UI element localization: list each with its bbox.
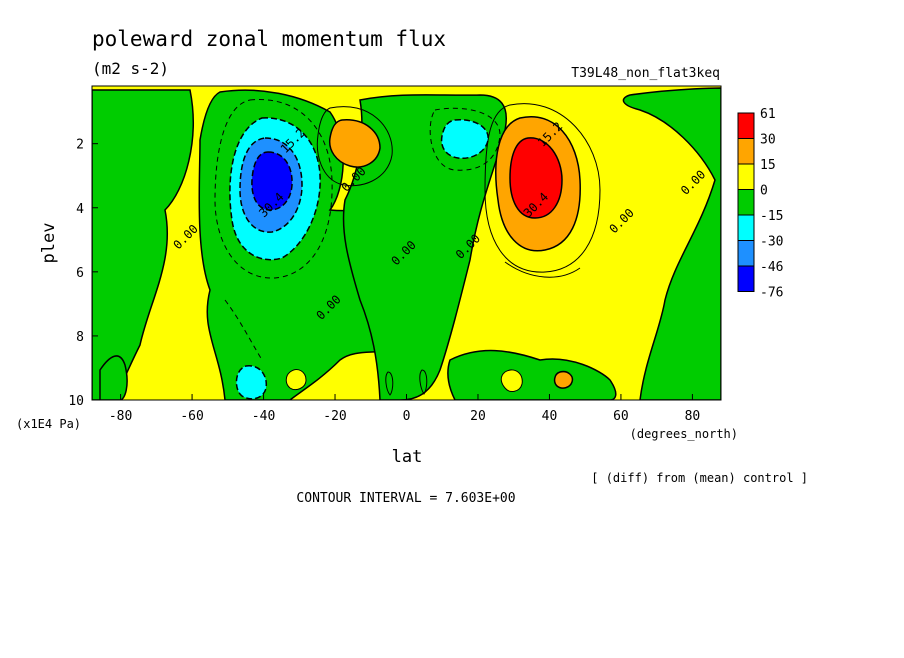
x-tick-label: -60 (180, 409, 203, 424)
colorbar-label: -15 (760, 209, 783, 224)
experiment-label: T39L48_non_flat3keq (571, 66, 720, 81)
deep-blue-region-south (251, 151, 293, 211)
cyan-region-north (440, 119, 489, 160)
y-tick-label: 6 (76, 266, 84, 281)
dashed-contour-north (429, 107, 501, 171)
yellow-island-bottom-2 (500, 369, 523, 392)
red-region-north (509, 137, 563, 219)
y-tick-label: 2 (76, 138, 84, 153)
thin-contour-bottom (385, 371, 394, 396)
colorbar-swatch (737, 265, 755, 292)
dashed-contour-south (214, 99, 333, 279)
north-positive-core (484, 103, 601, 273)
negative-light-regions (92, 87, 721, 400)
y-axis: 2 4 6 8 10 (68, 138, 98, 409)
colorbar-swatch (737, 138, 755, 165)
chart-title: poleward zonal momentum flux (92, 27, 446, 51)
colorbar-label: -46 (760, 260, 783, 275)
chart-units: (m2 s-2) (92, 59, 169, 78)
y-axis-title: plev (39, 223, 59, 264)
colorbar-swatch (737, 163, 755, 190)
thin-contour-north-lower (504, 261, 581, 278)
comparison-note: [ (diff) from (mean) control ] (591, 471, 808, 485)
colorbar-label: 30 (760, 133, 776, 148)
bottom-features (235, 365, 574, 400)
north-outer-contour (484, 103, 601, 273)
x-tick-label: 60 (613, 409, 629, 424)
south-negative-core (229, 117, 321, 261)
y-axis-units: (x1E4 Pa) (16, 417, 81, 431)
y-tick-label: 8 (76, 330, 84, 345)
y-tick-label: 10 (68, 394, 84, 409)
green-region-north-mid (342, 94, 507, 400)
y-tick-label: 4 (76, 202, 84, 217)
orange-region-south (328, 119, 381, 168)
x-tick-label: -20 (323, 409, 346, 424)
yellow-island-bottom-1 (285, 369, 307, 391)
x-tick-label: -80 (109, 409, 132, 424)
colorbar-label: 15 (760, 158, 776, 173)
colorbar-label: 61 (760, 107, 776, 122)
colorbar: 61 30 15 0 -15 -30 -46 -76 (737, 107, 783, 301)
green-region-bottom-band (447, 349, 617, 400)
north-negative-core (440, 119, 489, 160)
thin-contour-south-positive (316, 106, 393, 187)
colorbar-swatch (737, 214, 755, 241)
orange-region-north-bottom (553, 370, 574, 389)
colorbar-swatch (737, 240, 755, 267)
x-tick-label: 0 (403, 409, 411, 424)
dashed-contour-south-low (224, 299, 263, 361)
south-positive-core (328, 119, 381, 168)
x-tick-label: -40 (252, 409, 275, 424)
colorbar-label: -76 (760, 286, 783, 301)
dashed-contours (214, 99, 501, 361)
thin-contour-bottom-2 (419, 369, 428, 395)
colorbar-label: 0 (760, 184, 768, 199)
x-tick-label: 40 (542, 409, 558, 424)
colorbar-label: -30 (760, 235, 783, 250)
x-tick-label: 20 (470, 409, 486, 424)
x-axis-title: lat (392, 447, 423, 467)
x-axis-units: (degrees_north) (630, 427, 738, 441)
colorbar-swatch (737, 112, 755, 139)
thin-positive-contours (316, 106, 581, 278)
x-axis: -80 -60 -40 -20 0 20 40 60 80 (109, 394, 700, 424)
colorbar-swatch (737, 189, 755, 216)
cyan-region-south-bottom (235, 365, 268, 400)
x-tick-label: 80 (685, 409, 701, 424)
contour-field (92, 86, 721, 400)
contour-interval: CONTOUR INTERVAL = 7.603E+00 (296, 491, 515, 506)
